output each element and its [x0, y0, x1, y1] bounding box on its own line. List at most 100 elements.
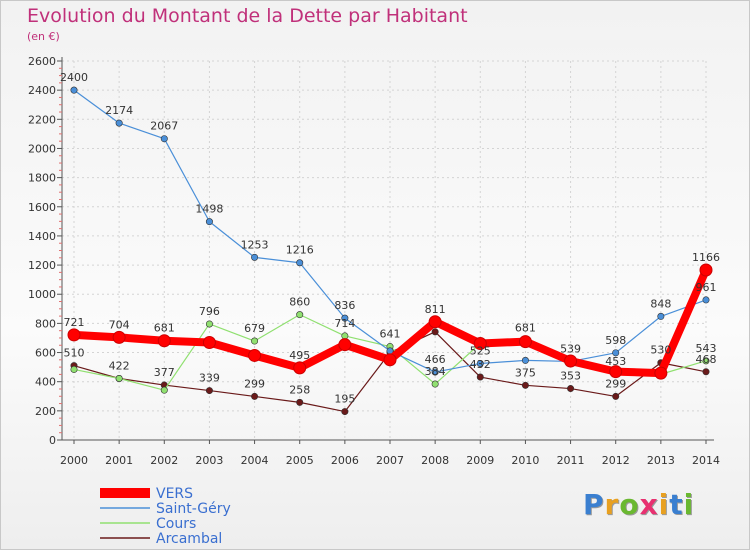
data-label: 299 [244, 377, 265, 390]
data-point [341, 314, 349, 322]
data-point [612, 392, 620, 400]
data-point [205, 218, 213, 226]
x-tick-label: 2005 [286, 454, 314, 467]
y-tick-label: 1800 [28, 172, 56, 185]
data-point [521, 381, 529, 389]
data-label: 525 [470, 344, 491, 357]
data-point [115, 374, 123, 382]
x-tick-label: 2010 [511, 454, 539, 467]
x-tick-label: 2001 [105, 454, 133, 467]
x-tick-label: 2003 [195, 454, 223, 467]
data-point [70, 365, 78, 373]
data-point [431, 328, 439, 336]
x-tick-label: 2008 [421, 454, 449, 467]
data-label: 1166 [692, 251, 720, 264]
legend-label: Cours [156, 516, 196, 532]
data-point [702, 368, 710, 376]
x-tick-label: 2012 [602, 454, 630, 467]
data-label: 453 [605, 355, 626, 368]
data-point [296, 398, 304, 406]
data-point [699, 263, 713, 277]
proxiti-logo: Proxiti [583, 488, 695, 521]
data-label: 422 [109, 359, 130, 372]
data-label: 539 [560, 342, 581, 355]
data-label: 299 [605, 377, 626, 390]
data-label: 466 [425, 353, 446, 366]
y-tick-label: 0 [49, 434, 56, 447]
x-tick-label: 2002 [150, 454, 178, 467]
data-label: 721 [64, 316, 85, 329]
x-tick-label: 2004 [241, 454, 269, 467]
data-point [296, 259, 304, 267]
data-point [521, 356, 529, 364]
data-label: 860 [289, 296, 310, 309]
data-label: 258 [289, 383, 310, 396]
y-tick-label: 1400 [28, 230, 56, 243]
data-point [341, 408, 349, 416]
data-label: 195 [334, 393, 355, 406]
data-label: 796 [199, 305, 220, 318]
x-tick-label: 2006 [331, 454, 359, 467]
y-tick-label: 1600 [28, 201, 56, 214]
data-point [518, 335, 532, 349]
data-label: 339 [199, 372, 220, 385]
data-point [67, 328, 81, 342]
data-point [612, 349, 620, 357]
data-point [564, 354, 578, 368]
data-label: 353 [560, 370, 581, 383]
data-point [431, 380, 439, 388]
data-label: 530 [650, 344, 671, 357]
data-label: 375 [515, 366, 536, 379]
x-tick-label: 2009 [466, 454, 494, 467]
y-tick-label: 1000 [28, 288, 56, 301]
data-label: 681 [515, 322, 536, 335]
data-point [112, 330, 126, 344]
legend-label: Saint-Géry [156, 501, 231, 517]
y-tick-label: 600 [35, 347, 56, 360]
data-label: 836 [334, 299, 355, 312]
data-point [251, 253, 259, 261]
data-label: 679 [244, 322, 265, 335]
data-point [251, 392, 259, 400]
data-point [476, 359, 484, 367]
data-point [160, 135, 168, 143]
data-label: 1498 [195, 203, 223, 216]
data-label: 1253 [241, 238, 269, 251]
data-label: 1216 [286, 244, 314, 257]
data-label: 495 [289, 349, 310, 362]
data-label: 2067 [150, 120, 178, 133]
data-point [251, 337, 259, 345]
data-point [341, 332, 349, 340]
legend-label: Arcambal [156, 531, 222, 547]
data-label: 811 [425, 303, 446, 316]
data-point [293, 361, 307, 375]
y-tick-label: 2400 [28, 84, 56, 97]
legend-label: VERS [156, 486, 193, 502]
x-tick-label: 2013 [647, 454, 675, 467]
data-label: 510 [64, 347, 85, 360]
y-tick-label: 800 [35, 317, 56, 330]
data-label: 704 [109, 318, 130, 331]
data-label: 377 [154, 366, 175, 379]
y-tick-label: 2000 [28, 142, 56, 155]
data-label: 641 [380, 328, 401, 341]
data-point [296, 311, 304, 319]
data-label: 2174 [105, 104, 133, 117]
data-label: 681 [154, 322, 175, 335]
y-tick-label: 1200 [28, 259, 56, 272]
data-label: 543 [696, 342, 717, 355]
data-point [567, 385, 575, 393]
data-point [428, 315, 442, 329]
data-label: 598 [605, 334, 626, 347]
x-tick-label: 2011 [557, 454, 585, 467]
chart-subtitle: (en €) [27, 30, 60, 43]
data-point [248, 348, 262, 362]
y-tick-label: 400 [35, 376, 56, 389]
chart-title: Evolution du Montant de la Dette par Hab… [27, 5, 468, 27]
data-point [157, 334, 171, 348]
data-point [160, 386, 168, 394]
data-label: 432 [470, 358, 491, 371]
data-point [338, 338, 352, 352]
data-point [702, 357, 710, 365]
